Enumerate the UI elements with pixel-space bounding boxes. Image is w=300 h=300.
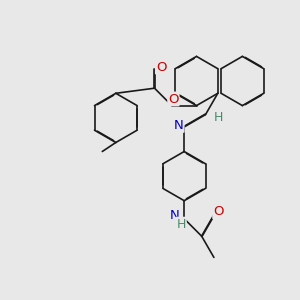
Text: O: O bbox=[156, 61, 166, 74]
Text: H: H bbox=[176, 218, 186, 231]
Text: O: O bbox=[213, 205, 224, 218]
Text: H: H bbox=[213, 111, 223, 124]
Text: O: O bbox=[168, 92, 178, 106]
Text: N: N bbox=[174, 119, 184, 132]
Text: N: N bbox=[170, 209, 179, 222]
